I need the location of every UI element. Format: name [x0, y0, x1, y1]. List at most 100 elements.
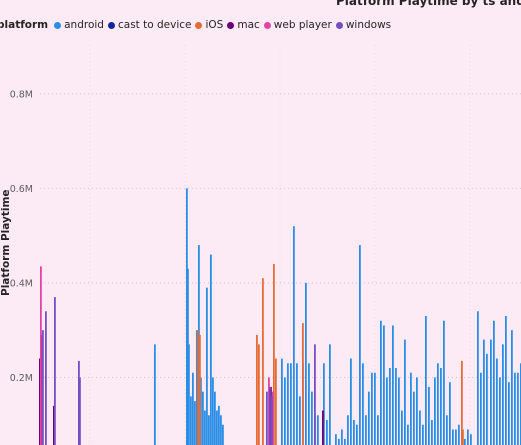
bar-android[interactable]: [416, 377, 418, 445]
bar-android[interactable]: [154, 344, 156, 445]
bar-android[interactable]: [359, 245, 361, 445]
bar-iOS[interactable]: [256, 334, 258, 445]
bar-android[interactable]: [511, 330, 513, 445]
bar-android[interactable]: [368, 391, 370, 445]
bar-android[interactable]: [505, 316, 507, 445]
bar-mac[interactable]: [322, 410, 324, 445]
bar-mac[interactable]: [270, 386, 272, 445]
bar-windows[interactable]: [266, 391, 268, 445]
bar-windows[interactable]: [269, 386, 271, 445]
bar-android[interactable]: [287, 363, 289, 445]
bar-android[interactable]: [335, 434, 337, 445]
bar-android[interactable]: [347, 415, 349, 445]
bar-android[interactable]: [204, 410, 206, 445]
bar-android[interactable]: [281, 358, 283, 445]
bar-android[interactable]: [464, 438, 466, 445]
bar-android[interactable]: [190, 396, 192, 445]
bar-android[interactable]: [493, 320, 495, 445]
bar-android[interactable]: [317, 415, 319, 445]
bar-android[interactable]: [413, 391, 415, 445]
bar-android[interactable]: [212, 377, 214, 445]
bar-android[interactable]: [293, 226, 295, 445]
bar-android[interactable]: [284, 377, 286, 445]
bar-android[interactable]: [404, 339, 406, 445]
bar-android[interactable]: [214, 391, 216, 445]
bar-windows[interactable]: [271, 396, 273, 445]
bar-android[interactable]: [216, 410, 218, 445]
legend-item[interactable]: mac: [227, 19, 260, 31]
bar-android[interactable]: [206, 287, 208, 445]
bar-android[interactable]: [407, 424, 409, 445]
bar-mac[interactable]: [53, 405, 55, 445]
bar-android[interactable]: [329, 344, 331, 445]
bar-windows[interactable]: [54, 297, 56, 445]
bar-android[interactable]: [401, 410, 403, 445]
bar-android[interactable]: [356, 424, 358, 445]
bar-android[interactable]: [377, 415, 379, 445]
bar-windows[interactable]: [42, 330, 44, 445]
bar-android[interactable]: [419, 410, 421, 445]
bar-android[interactable]: [383, 325, 385, 445]
bar-android[interactable]: [477, 311, 479, 445]
bar-android[interactable]: [434, 377, 436, 445]
legend-item[interactable]: windows: [335, 19, 391, 31]
bar-web-player[interactable]: [272, 391, 274, 445]
bar-iOS[interactable]: [273, 264, 275, 445]
bar-android[interactable]: [290, 363, 292, 445]
bar-android[interactable]: [338, 438, 340, 445]
bar-android[interactable]: [308, 363, 310, 445]
bar-android[interactable]: [299, 396, 301, 445]
bar-android[interactable]: [440, 368, 442, 445]
bar-android[interactable]: [222, 424, 224, 445]
bar-android[interactable]: [514, 372, 516, 445]
bar-android[interactable]: [218, 405, 220, 445]
bar-android[interactable]: [311, 391, 313, 445]
bar-android[interactable]: [455, 429, 457, 445]
bar-android[interactable]: [425, 316, 427, 445]
bar-android[interactable]: [341, 429, 343, 445]
bar-iOS[interactable]: [461, 360, 463, 445]
bar-android[interactable]: [480, 372, 482, 445]
bar-android[interactable]: [362, 363, 364, 445]
bar-iOS[interactable]: [262, 278, 264, 445]
bar-android[interactable]: [483, 339, 485, 445]
bar-android[interactable]: [296, 363, 298, 445]
bar-android[interactable]: [196, 330, 198, 445]
bar-android[interactable]: [220, 415, 222, 445]
bar-iOS[interactable]: [302, 323, 304, 445]
bar-android[interactable]: [422, 424, 424, 445]
bar-android[interactable]: [380, 320, 382, 445]
bar-android[interactable]: [374, 372, 376, 445]
bar-android[interactable]: [502, 344, 504, 445]
legend-item[interactable]: iOS: [195, 19, 223, 31]
bar-iOS[interactable]: [197, 330, 199, 445]
bar-android[interactable]: [446, 415, 448, 445]
bar-android[interactable]: [386, 377, 388, 445]
bar-android[interactable]: [410, 372, 412, 445]
bar-android[interactable]: [470, 434, 472, 445]
bar-android[interactable]: [210, 254, 212, 445]
bar-android[interactable]: [486, 353, 488, 445]
legend-item[interactable]: web player: [263, 19, 332, 31]
bar-android[interactable]: [344, 438, 346, 445]
bar-android[interactable]: [208, 415, 210, 445]
bar-android[interactable]: [443, 320, 445, 445]
legend-item[interactable]: android: [54, 19, 104, 31]
bar-mac[interactable]: [41, 334, 43, 445]
bar-android[interactable]: [323, 363, 325, 445]
bar-android[interactable]: [458, 424, 460, 445]
bar-android[interactable]: [353, 420, 355, 445]
bar-android[interactable]: [188, 344, 190, 445]
bar-android[interactable]: [350, 358, 352, 445]
bar-android[interactable]: [395, 368, 397, 445]
bar-iOS[interactable]: [199, 334, 201, 445]
bar-android[interactable]: [449, 382, 451, 445]
bar-windows[interactable]: [45, 311, 47, 445]
bar-android[interactable]: [365, 415, 367, 445]
bar-android[interactable]: [490, 339, 492, 445]
bar-android[interactable]: [186, 188, 188, 445]
bar-windows[interactable]: [79, 377, 81, 445]
bar-windows[interactable]: [314, 344, 316, 445]
bar-iOS[interactable]: [258, 344, 260, 445]
bar-web-player[interactable]: [40, 266, 42, 445]
